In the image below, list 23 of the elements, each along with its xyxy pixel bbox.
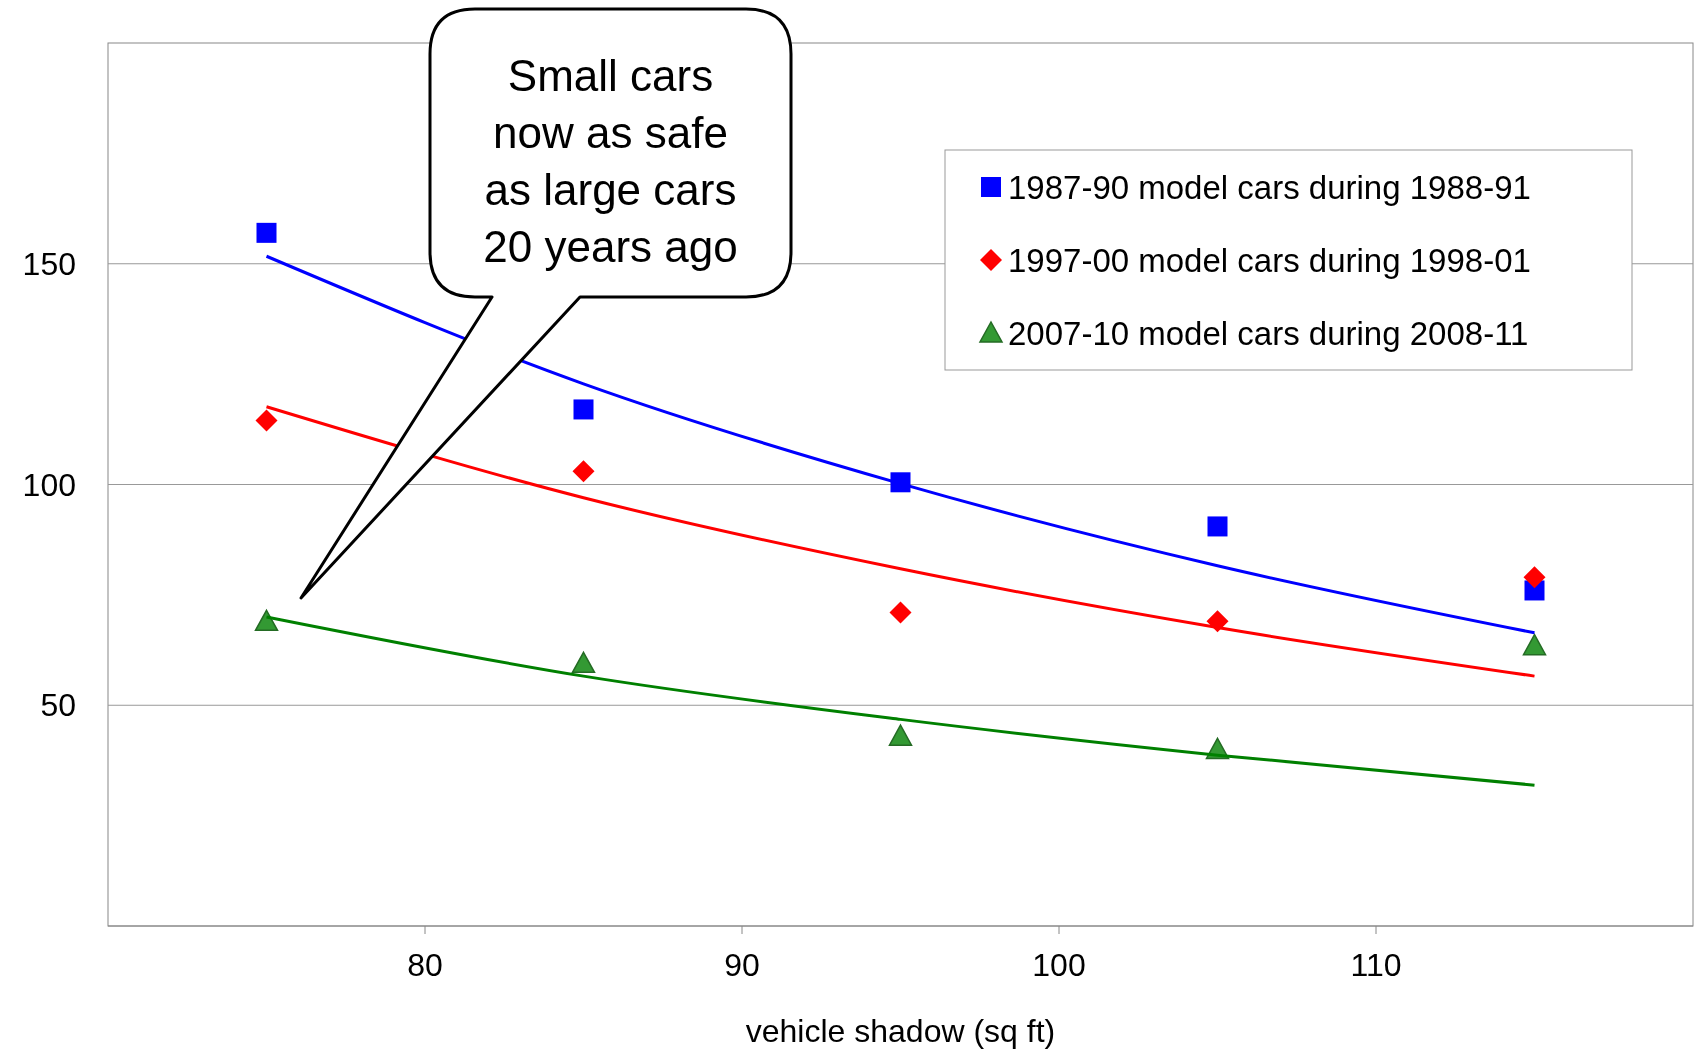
y-tick-label: 50 <box>40 687 76 724</box>
point <box>888 724 913 746</box>
point <box>573 399 594 420</box>
legend-label: 1987-90 model cars during 1988-91 <box>1008 169 1531 206</box>
y-tick-label: 150 <box>22 245 76 282</box>
legend-label: 2007-10 model cars during 2008-11 <box>1008 315 1529 352</box>
x-tick-label: 80 <box>407 947 443 983</box>
y-tick-label: 100 <box>22 466 76 503</box>
point <box>1522 633 1547 656</box>
x-tick-label: 110 <box>1350 947 1402 983</box>
x-axis-title: vehicle shadow (sq ft) <box>745 1013 1056 1049</box>
point <box>571 651 596 674</box>
point <box>572 460 595 483</box>
legend-label: 1997-00 model cars during 1998-01 <box>1008 242 1531 279</box>
x-tick-label: 90 <box>724 947 760 983</box>
x-tick-label: 100 <box>1032 947 1086 983</box>
point <box>1523 566 1546 589</box>
annotation: Small cars now as safe as large cars 20 years ago <box>483 51 738 271</box>
point <box>254 609 279 632</box>
point <box>1207 516 1228 537</box>
point <box>255 409 278 432</box>
point <box>256 222 277 243</box>
point <box>889 601 912 624</box>
